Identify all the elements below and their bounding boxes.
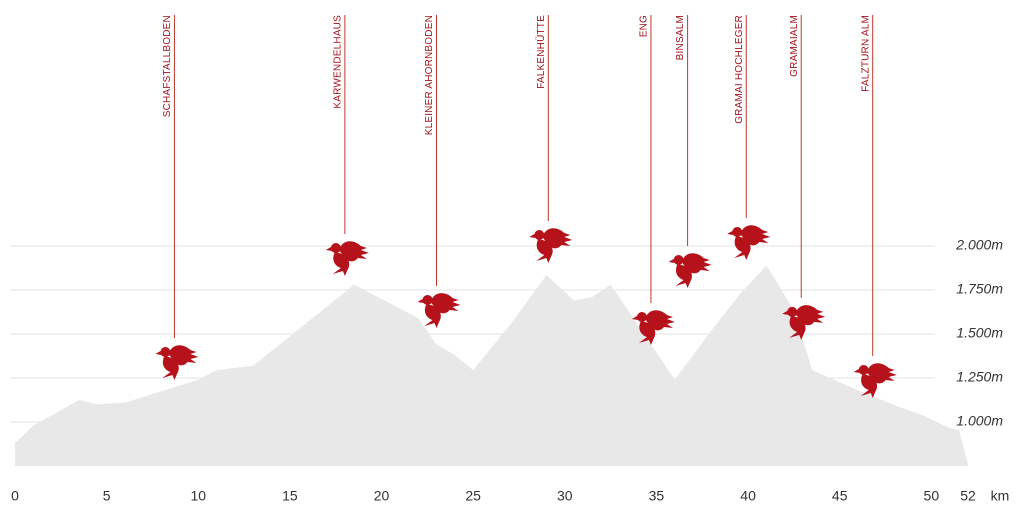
eagle-head <box>673 255 684 265</box>
y-tick-label: 1.500m <box>956 325 1003 341</box>
eagle-beak <box>631 316 638 321</box>
eagle-beak <box>782 310 789 315</box>
eagle-body <box>638 321 656 346</box>
hut-label: ENG <box>639 15 650 37</box>
eagle-beak <box>727 231 734 236</box>
eagle-wing <box>338 241 369 262</box>
eagle-marker <box>155 345 199 381</box>
eagle-marker <box>668 253 712 288</box>
x-tick-label: 15 <box>282 488 298 504</box>
eagle-wing <box>740 225 771 246</box>
eagle-beak <box>417 298 424 303</box>
eagle-marker <box>417 293 461 328</box>
hut-label: GRAMAIALM <box>789 15 800 77</box>
eagle-head <box>534 230 545 241</box>
eagle-head <box>636 312 647 323</box>
eagle-marker <box>529 228 573 264</box>
x-axis-label: km <box>991 488 1010 504</box>
x-tick-label: 45 <box>832 488 848 504</box>
eagle-marker <box>782 305 826 340</box>
y-tick-label: 1.000m <box>956 413 1003 429</box>
eagle-wing <box>866 363 897 384</box>
eagle-beak <box>668 259 675 263</box>
eagle-beak <box>853 369 860 373</box>
eagle-head <box>732 227 743 238</box>
x-tick-label: 30 <box>557 488 573 504</box>
hut-label: FALKENHÜTTE <box>535 15 547 89</box>
eagle-body <box>789 315 806 340</box>
y-tick-label: 2.000m <box>955 237 1003 253</box>
x-tick-label: 50 <box>924 488 940 504</box>
eagle-head <box>330 243 341 254</box>
hut-label: KLEINER AHORNBODEN <box>424 15 435 135</box>
eagle-head <box>422 294 433 305</box>
x-tick-label: 5 <box>103 488 111 504</box>
hut-label: BINSALM <box>675 15 686 60</box>
eagle-marker <box>631 310 675 346</box>
x-tick-label: 52 <box>960 488 976 504</box>
eagle-body <box>424 303 441 328</box>
eagle-beak <box>155 351 162 356</box>
eagle-wing <box>168 345 199 366</box>
eagle-wing <box>542 228 573 249</box>
x-tick-label: 35 <box>649 488 665 504</box>
hut-label: FALZTURN ALM <box>860 15 871 92</box>
eagle-head <box>160 347 171 358</box>
eagle-wing <box>430 293 461 314</box>
eagle-marker <box>727 225 771 261</box>
eagle-body <box>675 264 692 288</box>
eagle-wing <box>681 253 712 274</box>
x-tick-label: 40 <box>740 488 756 504</box>
hut-label: SCHAFSTALLBODEN <box>162 15 173 117</box>
eagle-head <box>787 306 798 317</box>
x-tick-label: 20 <box>374 488 390 504</box>
y-tick-label: 1.250m <box>956 369 1003 385</box>
y-tick-label: 1.750m <box>956 281 1003 297</box>
eagle-body <box>860 374 878 398</box>
hut-label: KARWENDELHAUS <box>333 15 344 109</box>
x-tick-label: 10 <box>190 488 206 504</box>
eagle-body <box>734 236 751 261</box>
hut-label: GRAMAI HOCHLEGER <box>734 15 745 124</box>
eagle-head <box>858 365 869 375</box>
eagle-body <box>536 239 553 264</box>
eagle-marker <box>325 241 369 277</box>
eagle-wing <box>795 305 826 326</box>
eagle-beak <box>325 247 332 252</box>
x-tick-label: 25 <box>465 488 481 504</box>
eagle-body <box>332 252 350 277</box>
eagle-body <box>162 356 179 381</box>
elevation-area <box>15 265 968 466</box>
x-tick-label: 0 <box>11 488 19 504</box>
eagle-beak <box>529 234 536 239</box>
eagle-wing <box>644 310 675 331</box>
eagle-marker <box>853 363 897 398</box>
